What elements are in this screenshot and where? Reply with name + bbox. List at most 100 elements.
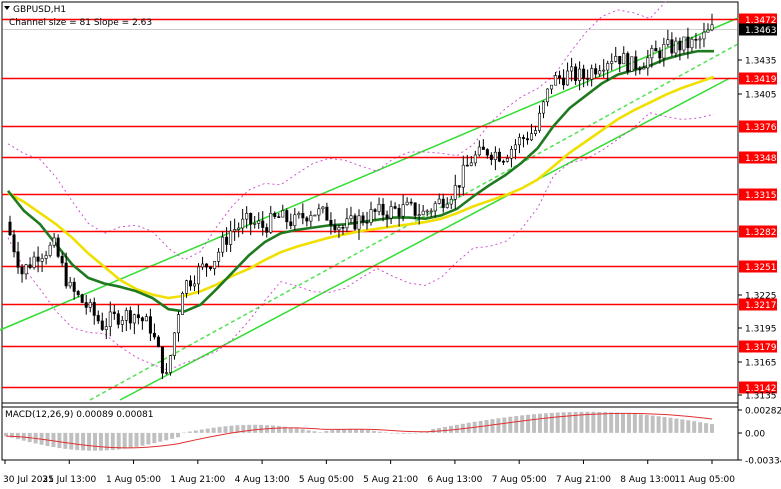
symbol-dropdown-icon[interactable] — [4, 6, 10, 10]
channel-upper-line — [0, 17, 739, 331]
macd-histogram-bar — [342, 428, 347, 433]
candle-body — [401, 204, 405, 217]
candle-body — [698, 38, 702, 41]
macd-histogram-bar — [371, 430, 376, 433]
macd-histogram-bar — [223, 426, 228, 433]
level-tag-text: 1.3315 — [745, 191, 777, 201]
macd-histogram-bar — [401, 432, 406, 434]
candle-body — [385, 214, 389, 219]
macd-histogram-bar — [288, 427, 293, 433]
candle-body — [148, 316, 152, 334]
macd-histogram-bar — [437, 427, 442, 433]
candle-body — [586, 78, 590, 80]
channel-label: Channel size = 81 Slope = 2.63 — [9, 18, 152, 28]
ma-fast-line — [6, 49, 714, 313]
candle-body — [393, 206, 397, 209]
macd-histogram-bar — [626, 413, 631, 433]
level-tag-1-3142 — [739, 381, 777, 394]
candle-body — [493, 151, 497, 160]
candle-body — [570, 66, 574, 72]
level-tag-1-3472 — [739, 13, 777, 26]
macd-histogram-bar — [176, 432, 181, 438]
candle-body — [20, 266, 24, 275]
macd-histogram-bar — [9, 432, 14, 438]
candle-body — [305, 217, 309, 222]
candle-body — [100, 320, 104, 330]
macd-histogram-bar — [662, 416, 667, 433]
candle-body — [96, 315, 100, 322]
macd-histogram-bar — [122, 432, 127, 449]
candle-body — [124, 310, 128, 321]
macd-histogram-bar — [15, 432, 20, 440]
macd-histogram-bar — [443, 426, 448, 433]
level-tag-text: 1.3142 — [745, 384, 777, 394]
candle-body — [180, 293, 184, 315]
candle-body — [60, 256, 64, 264]
level-tag-1-3348 — [739, 151, 777, 164]
candle-body — [497, 151, 501, 162]
candle-body — [345, 218, 349, 229]
candle-body — [144, 316, 148, 322]
macd-histogram-bar — [306, 430, 311, 433]
macd-histogram-bar — [526, 414, 531, 433]
candle-body — [52, 237, 56, 246]
macd-histogram-bar — [603, 412, 608, 433]
candle-body — [658, 50, 662, 59]
candle-body — [550, 84, 554, 90]
macd-histogram-bar — [128, 432, 133, 448]
macd-histogram-bar — [656, 416, 661, 433]
candle-body — [164, 372, 168, 374]
candle-body — [333, 224, 337, 231]
candle-body — [702, 31, 706, 40]
macd-histogram-bar — [448, 425, 453, 433]
candle-body — [421, 210, 425, 216]
candle-body — [377, 204, 381, 212]
macd-histogram-bar — [57, 432, 62, 449]
candle-body — [554, 75, 558, 86]
macd-histogram-bar — [680, 419, 685, 433]
macd-histogram-bar — [98, 432, 103, 451]
time-tick-label: 11 Aug 05:00 — [674, 475, 735, 485]
candle-body — [201, 263, 205, 268]
macd-histogram-bar — [276, 426, 281, 433]
macd-histogram-bar — [508, 416, 513, 433]
envelope-upper-band — [7, 0, 669, 261]
time-tick-label: 7 Aug 21:00 — [556, 475, 611, 485]
macd-histogram-bar — [158, 432, 163, 442]
macd-histogram-bar — [116, 432, 121, 450]
candle-body — [176, 314, 180, 334]
candle-body — [674, 40, 678, 54]
macd-histogram-bar — [324, 430, 329, 433]
macd-histogram-bar — [591, 411, 596, 433]
level-tag-text: 1.3179 — [745, 343, 777, 353]
candle-body — [112, 311, 116, 314]
price-tick-label: 1.3195 — [745, 325, 777, 335]
candle-body — [429, 210, 433, 213]
candle-body — [253, 222, 257, 225]
macd-histogram-bar — [81, 432, 86, 451]
candle-body — [469, 162, 473, 166]
candle-body — [650, 48, 654, 59]
macd-histogram-bar — [502, 417, 507, 433]
price-tick-label: 1.3165 — [745, 359, 777, 369]
macd-histogram-bar — [75, 432, 80, 451]
candle-body — [433, 203, 437, 212]
macd-histogram-bar — [674, 418, 679, 433]
candle-body — [313, 214, 317, 217]
candle-body — [205, 263, 209, 268]
macd-histogram-bar — [241, 424, 246, 433]
macd-histogram-bar — [92, 432, 97, 451]
candle-body — [329, 219, 333, 226]
candle-body — [365, 221, 369, 224]
candle-body — [461, 164, 465, 188]
macd-histogram-bar — [104, 432, 109, 451]
candle-body — [16, 251, 20, 268]
candle-body — [297, 213, 301, 216]
macd-histogram-bar — [164, 432, 169, 441]
candle-body — [12, 234, 16, 253]
macd-histogram-bar — [597, 411, 602, 433]
candle-body — [152, 332, 156, 338]
macd-histogram-bar — [199, 429, 204, 433]
macd-histogram-bar — [152, 432, 157, 444]
